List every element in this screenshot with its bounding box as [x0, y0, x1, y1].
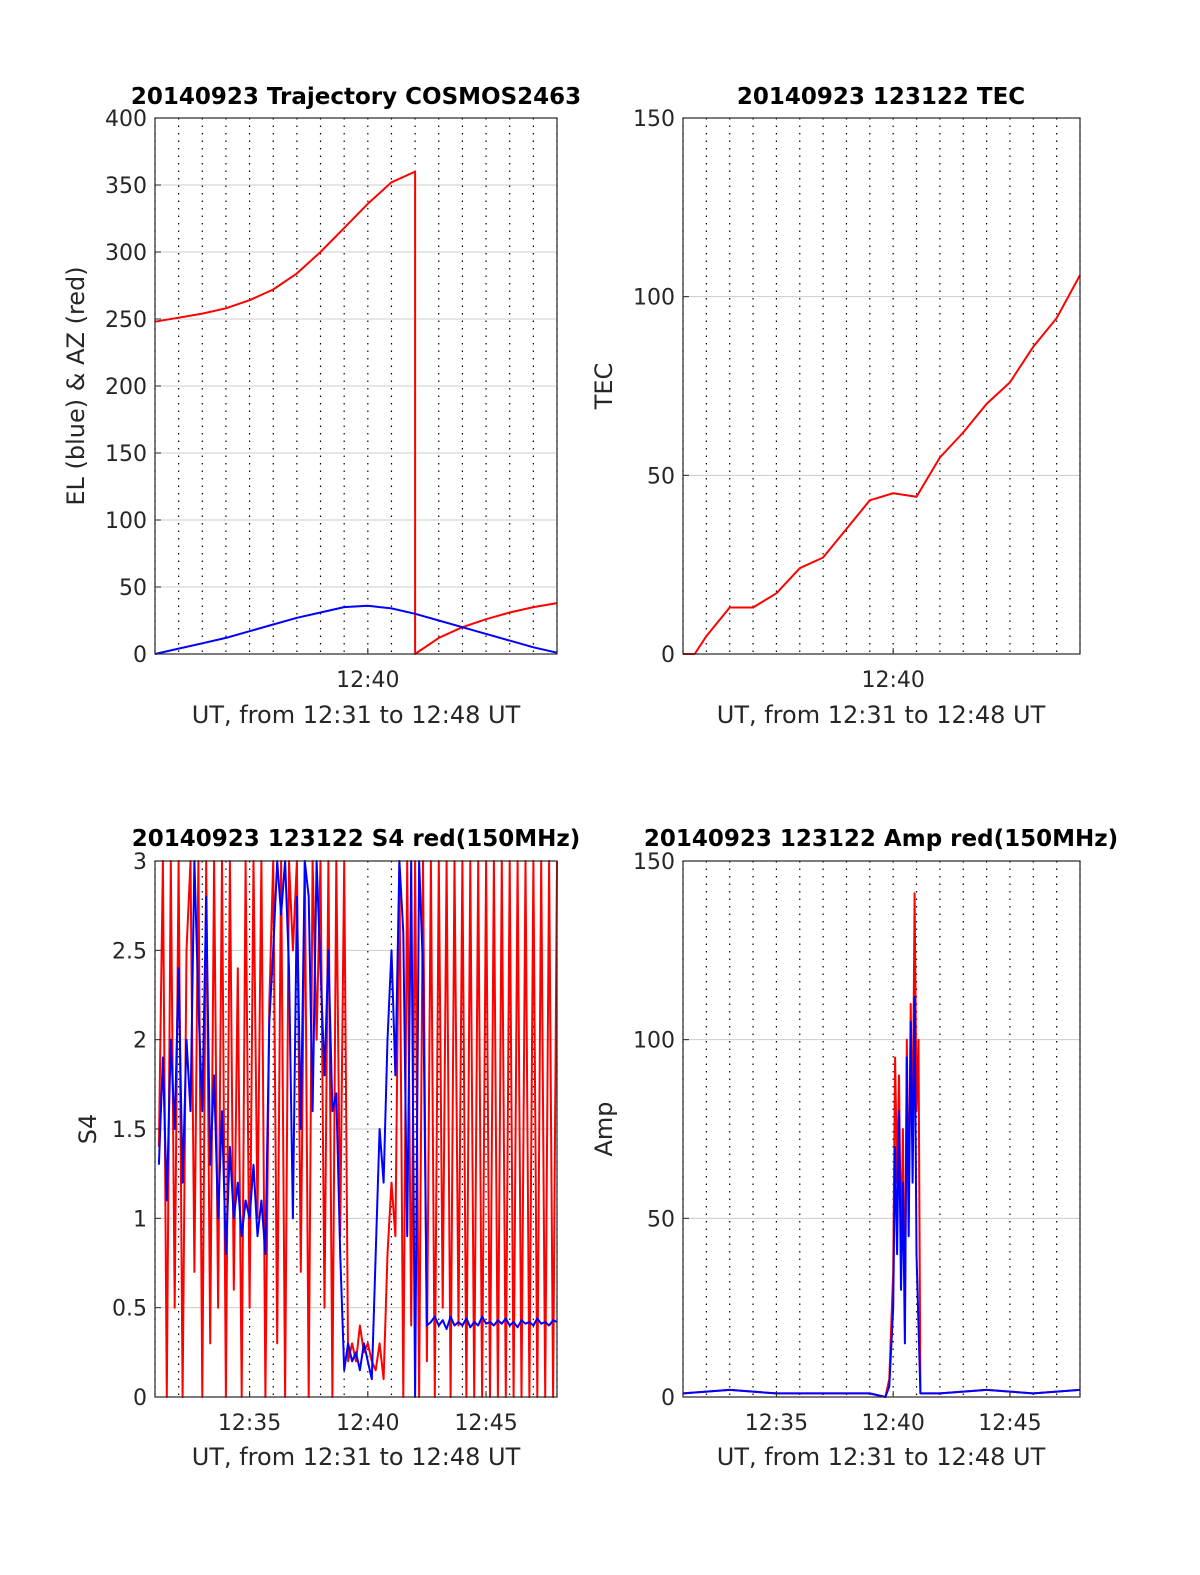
- y-tick-label: 100: [633, 286, 675, 311]
- tec-ylabel: TEC: [590, 363, 618, 411]
- blue-series-line: [157, 860, 558, 1398]
- x-tick-label: 12:35: [218, 1411, 281, 1436]
- tec-axes-box: [682, 117, 1081, 655]
- y-tick-label: 250: [105, 308, 147, 333]
- red-series-line: [154, 170, 558, 655]
- red-series-line: [682, 892, 1081, 1398]
- trajectory-chart: 0 50 100 150 200 250 300 350 400 12:40 20140923 T…: [62, 84, 581, 729]
- x-tick-label: 12:35: [745, 1411, 808, 1436]
- trajectory-xlabel: UT, from 12:31 to 12:48 UT: [192, 701, 521, 729]
- trajectory-ticks: 0 50 100 150 200 250 300 350 400 12:40: [105, 107, 400, 693]
- trajectory-series: [154, 170, 558, 655]
- amp-ticks: 0 50 100 150 12:35 12:40 12:45: [633, 850, 1042, 1436]
- s4-chart: 0 0.5 1 1.5 2 2.5 3 12:35 12:40 12:45 20140923 12…: [74, 826, 580, 1471]
- red-series-line: [683, 274, 1081, 655]
- y-tick-label: 300: [105, 241, 147, 266]
- x-tick-label: 12:40: [336, 668, 399, 693]
- tec-title: 20140923 123122 TEC: [737, 84, 1025, 110]
- x-tick-label: 12:45: [454, 1411, 517, 1436]
- y-tick-label: 0: [133, 1386, 147, 1411]
- amp-ylabel: Amp: [590, 1101, 618, 1156]
- s4-ticks: 0 0.5 1 1.5 2 2.5 3 12:35 12:40 12:45: [112, 850, 518, 1436]
- y-tick-label: 150: [105, 442, 147, 467]
- y-tick-label: 200: [105, 375, 147, 400]
- tec-chart: 0 50 100 150 12:40 20140923 123122 TEC UT, f…: [590, 84, 1081, 729]
- y-tick-label: 150: [633, 850, 675, 875]
- y-tick-label: 100: [105, 509, 147, 534]
- y-tick-label: 50: [647, 464, 675, 489]
- amp-series: [682, 892, 1081, 1398]
- amp-gridlines: [682, 860, 1081, 1398]
- trajectory-ylabel: EL (blue) & AZ (red): [62, 266, 90, 505]
- y-tick-label: 350: [105, 174, 147, 199]
- s4-xlabel: UT, from 12:31 to 12:48 UT: [192, 1443, 521, 1471]
- x-tick-label: 12:45: [978, 1411, 1041, 1436]
- s4-series: [157, 860, 558, 1398]
- y-tick-label: 0: [661, 643, 675, 668]
- y-tick-label: 2: [133, 1029, 147, 1054]
- tec-series: [683, 274, 1081, 655]
- y-tick-label: 50: [119, 576, 147, 601]
- amp-xlabel: UT, from 12:31 to 12:48 UT: [717, 1443, 1046, 1471]
- y-tick-label: 0: [661, 1386, 675, 1411]
- s4-title: 20140923 123122 S4 red(150MHz): [132, 826, 581, 852]
- tec-xlabel: UT, from 12:31 to 12:48 UT: [717, 701, 1046, 729]
- y-tick-label: 2.5: [112, 939, 147, 964]
- trajectory-gridlines: [154, 117, 558, 655]
- y-tick-label: 400: [105, 107, 147, 132]
- tec-gridlines: [682, 117, 1081, 655]
- tec-ticks: 0 50 100 150 12:40: [633, 107, 925, 693]
- red-series-line: [157, 860, 558, 1398]
- amp-chart: 0 50 100 150 12:35 12:40 12:45 20140923 123122…: [590, 826, 1118, 1471]
- y-tick-label: 100: [633, 1029, 675, 1054]
- x-tick-label: 12:40: [861, 668, 924, 693]
- y-tick-label: 0: [133, 643, 147, 668]
- s4-ylabel: S4: [74, 1114, 102, 1145]
- x-tick-label: 12:40: [861, 1411, 924, 1436]
- amp-title: 20140923 123122 Amp red(150MHz): [644, 826, 1118, 852]
- y-tick-label: 1.5: [112, 1118, 147, 1143]
- y-tick-label: 50: [647, 1207, 675, 1232]
- blue-series-line: [682, 995, 1081, 1398]
- amp-axes-box: [682, 860, 1081, 1398]
- y-tick-label: 1: [133, 1207, 147, 1232]
- y-tick-label: 150: [633, 107, 675, 132]
- y-tick-label: 3: [133, 850, 147, 875]
- trajectory-title: 20140923 Trajectory COSMOS2463: [131, 84, 581, 110]
- y-tick-label: 0.5: [112, 1297, 147, 1322]
- blue-series-line: [154, 604, 558, 655]
- x-tick-label: 12:40: [336, 1411, 399, 1436]
